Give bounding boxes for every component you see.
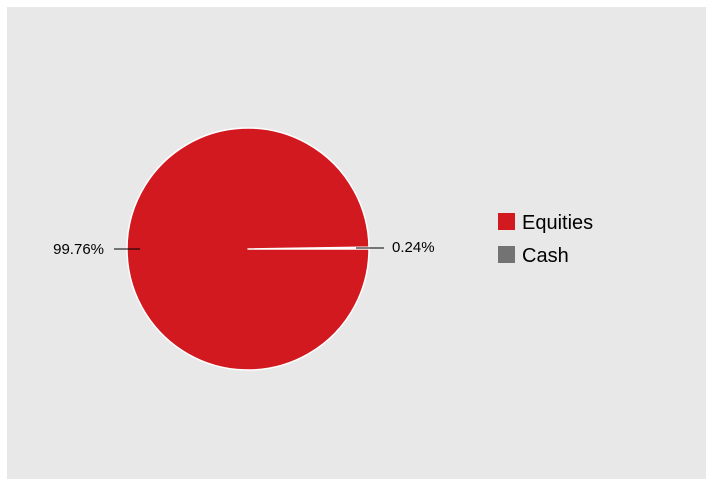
legend-swatch-equities [498,213,515,230]
leader-lines [114,247,384,250]
legend-label-equities: Equities [522,212,593,234]
pie-slices [126,127,370,371]
data-label-equities: 99.76% [53,241,104,258]
legend-swatch-cash [498,246,515,263]
pie-slice-equities [126,127,370,371]
legend-label-cash: Cash [522,245,569,267]
legend: Equities Cash [498,212,593,267]
data-label-cash: 0.24% [392,239,435,256]
